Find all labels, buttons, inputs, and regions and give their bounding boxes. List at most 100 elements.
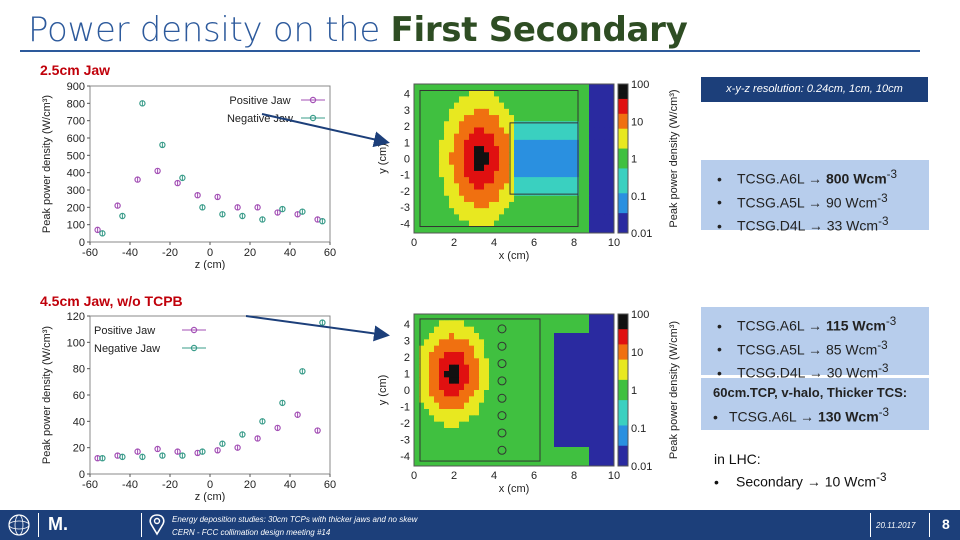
heat-cell xyxy=(474,208,480,215)
heat-cell xyxy=(529,133,535,141)
heat-cell xyxy=(549,428,555,435)
heat-cell xyxy=(499,226,505,234)
heat-cell xyxy=(554,415,560,423)
heat-cell xyxy=(429,96,435,104)
heat-cell xyxy=(589,459,595,467)
positive-jaw-point xyxy=(214,447,221,454)
y-tick-label: -4 xyxy=(400,218,410,230)
heat-cell xyxy=(554,226,560,234)
heat-cell xyxy=(599,152,605,159)
heat-cell xyxy=(484,459,490,467)
heat-cell xyxy=(444,421,450,429)
heat-cell xyxy=(454,377,460,385)
heat-cell xyxy=(464,226,470,234)
heat-cell xyxy=(469,459,475,467)
heat-cell xyxy=(424,453,430,461)
heat-cell xyxy=(429,409,435,416)
heat-cell xyxy=(599,90,605,97)
colorbar-tick-label: 10 xyxy=(631,347,643,359)
x-tick-label: 60 xyxy=(324,479,336,491)
heat-cell xyxy=(484,177,490,184)
heat-cell xyxy=(469,333,475,340)
heat-cell xyxy=(589,409,595,416)
heat-cell xyxy=(589,447,595,454)
heat-cell xyxy=(604,139,610,147)
results-box-2: • TCSG.A6L → 115 Wcm-3 • TCSG.A5L → 85 Wcm… xyxy=(701,307,929,381)
heat-cell xyxy=(554,220,560,228)
heat-cell xyxy=(549,326,555,334)
heat-cell xyxy=(559,90,565,97)
heat-cell xyxy=(584,146,590,153)
heat-cell xyxy=(454,133,460,141)
heat-cell xyxy=(444,440,450,448)
colorbar-segment xyxy=(618,354,628,361)
x-tick-label: 2 xyxy=(451,470,457,482)
heat-cell xyxy=(529,201,535,209)
heat-cell xyxy=(524,390,530,397)
heat-cell xyxy=(479,320,485,328)
heat-cell xyxy=(584,164,590,172)
heat-cell xyxy=(454,146,460,153)
heat-cell xyxy=(504,396,510,404)
heat-cell xyxy=(459,409,465,416)
heat-cell xyxy=(544,428,550,435)
heat-cell xyxy=(419,177,425,184)
heat-cell xyxy=(434,226,440,234)
heat-cell xyxy=(539,390,545,397)
negative-jaw-point xyxy=(299,208,306,215)
heat-cell xyxy=(489,189,495,197)
heat-cell xyxy=(424,108,430,116)
heat-cell xyxy=(574,164,580,172)
heat-cell xyxy=(589,358,595,366)
heat-cell xyxy=(429,164,435,172)
heat-cell xyxy=(529,183,535,190)
heat-cell xyxy=(564,434,570,442)
heat-cell xyxy=(469,352,475,359)
heat-cell xyxy=(524,314,530,321)
heat-cell xyxy=(544,152,550,159)
heat-cell xyxy=(504,358,510,366)
heat-cell xyxy=(459,146,465,153)
heat-cell xyxy=(484,314,490,321)
result-2-2: • TCSG.A5L → 85 Wcm-3 xyxy=(717,338,888,358)
heat-cell xyxy=(539,459,545,467)
heat-cell xyxy=(584,84,590,91)
heat-cell xyxy=(599,459,605,467)
heat-cell xyxy=(499,352,505,359)
heat-cell xyxy=(559,440,565,448)
heat-cell xyxy=(519,96,525,104)
heat-cell xyxy=(609,396,615,404)
heat-cell xyxy=(604,96,610,104)
heat-cell xyxy=(554,127,560,135)
heat-cell xyxy=(579,339,585,347)
heat-cell xyxy=(589,364,595,372)
colorbar-segment xyxy=(618,183,628,189)
heat-cell xyxy=(544,96,550,104)
heat-cell xyxy=(414,434,420,442)
heat-cell xyxy=(569,121,575,128)
heat-cell xyxy=(439,345,445,353)
heat-cell xyxy=(469,133,475,141)
heat-cell xyxy=(429,447,435,454)
heat-cell xyxy=(524,326,530,334)
heat-cell xyxy=(459,345,465,353)
heat-cell xyxy=(474,139,480,147)
heat-cell xyxy=(414,402,420,410)
heat-cell xyxy=(434,177,440,184)
heat-cell xyxy=(609,121,615,128)
heat-cell xyxy=(584,415,590,423)
heat-cell xyxy=(554,320,560,328)
heat-cell xyxy=(429,102,435,110)
heat-cell xyxy=(429,371,435,378)
heat-cell xyxy=(529,90,535,97)
heat-cell xyxy=(499,434,505,442)
heat-cell xyxy=(584,421,590,429)
heat-cell xyxy=(464,390,470,397)
heat-cell xyxy=(419,320,425,328)
colorbar-segment xyxy=(618,314,628,320)
heat-cell xyxy=(514,96,520,104)
heat-cell xyxy=(579,428,585,435)
colorbar-segment xyxy=(618,133,628,140)
heat-cell xyxy=(469,345,475,353)
